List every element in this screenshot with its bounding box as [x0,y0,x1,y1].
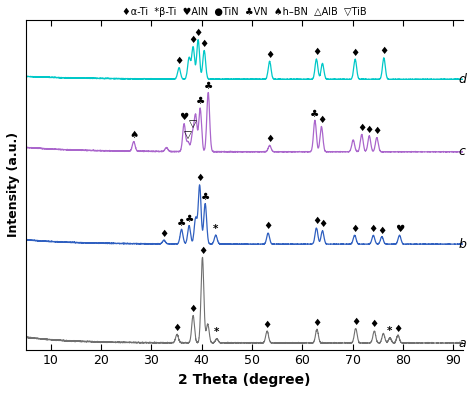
Text: ♦: ♦ [265,134,274,143]
Text: ♦: ♦ [159,229,169,238]
Text: ▽: ▽ [189,119,197,129]
Text: ♦: ♦ [357,123,366,133]
Text: ♦: ♦ [377,225,386,236]
Text: d: d [458,73,466,86]
Text: ♣: ♣ [196,96,205,106]
Text: ♦: ♦ [318,219,327,229]
Text: ♦: ♦ [193,28,203,38]
Text: ♦: ♦ [351,48,360,58]
Text: *: * [214,327,219,337]
Text: ♦: ♦ [317,115,326,125]
Text: ♦: ♦ [393,323,402,334]
Text: b: b [458,238,466,251]
Text: ♦: ♦ [264,221,273,232]
Text: ♦: ♦ [265,50,274,59]
Text: ▽: ▽ [184,130,192,140]
Text: ♦: ♦ [174,56,183,66]
Text: ♦: ♦ [189,304,198,314]
Text: ♦: ♦ [200,39,209,49]
Text: c: c [458,145,465,158]
Text: ♦: ♦ [263,320,272,330]
Text: ♦: ♦ [350,224,359,234]
Text: ♦: ♦ [173,323,182,333]
Text: ♦α-Ti  *β-Ti  ♥AlN  ●TiN  ♣VN  ♠h–BN  △AlB  ▽TiB: ♦α-Ti *β-Ti ♥AlN ●TiN ♣VN ♠h–BN △AlB ▽Ti… [122,7,367,17]
Text: ♣: ♣ [177,218,186,228]
Text: ♦: ♦ [312,318,321,328]
Text: ♣: ♣ [201,192,210,202]
Y-axis label: Intensity (a.u.): Intensity (a.u.) [7,132,20,237]
X-axis label: 2 Theta (degree): 2 Theta (degree) [178,373,310,387]
Text: ♣: ♣ [310,109,319,119]
Text: ♦: ♦ [369,224,378,234]
Text: ♦: ♦ [189,35,198,45]
Text: ♦: ♦ [370,320,379,329]
Text: *: * [213,224,219,234]
Text: ♦: ♦ [198,246,207,256]
Text: ♦: ♦ [365,125,374,135]
Text: ♦: ♦ [351,317,360,327]
Text: ♣: ♣ [184,214,194,224]
Text: ♦: ♦ [372,126,382,136]
Text: ♥: ♥ [180,113,189,123]
Text: ♥: ♥ [395,223,404,234]
Text: ♣: ♣ [204,81,213,91]
Text: ♦: ♦ [379,46,389,56]
Text: ♠: ♠ [129,130,138,140]
Text: *: * [387,326,392,336]
Text: ♦: ♦ [312,216,321,227]
Text: a: a [458,336,466,349]
Text: ♦: ♦ [195,173,204,183]
Text: ♦: ♦ [312,47,321,57]
